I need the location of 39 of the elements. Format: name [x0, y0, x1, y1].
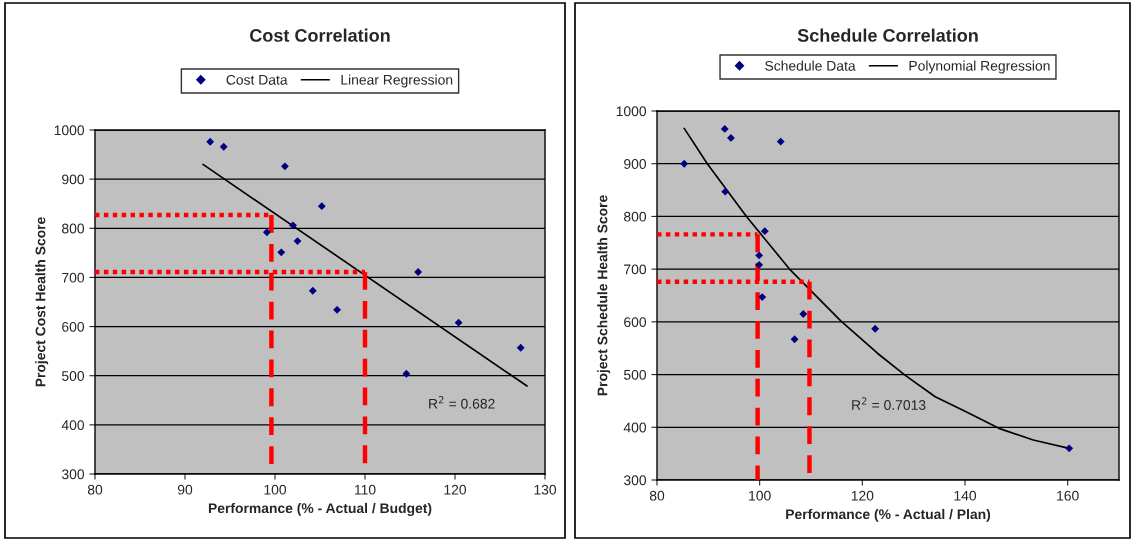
- y-tick-label: 700: [624, 264, 647, 275]
- y-axis-title: Project Cost Health Score: [35, 217, 49, 387]
- legend-label: Linear Regression: [341, 74, 453, 88]
- legend-label: Schedule Data: [765, 60, 856, 71]
- y-tick-label: 500: [623, 369, 647, 380]
- x-tick-label: 120: [444, 484, 467, 495]
- y-tick-label: 600: [624, 317, 647, 328]
- y-tick-label: 400: [61, 420, 85, 431]
- x-tick-label: 100: [264, 484, 287, 495]
- annotation: R$^{2}$ = 0.7013: [852, 397, 926, 410]
- x-axis-title: Performance (% - Actual / Budget): [208, 502, 432, 516]
- x-tick-label: 90: [177, 484, 193, 495]
- x-tick-label: 140: [954, 490, 977, 501]
- y-tick-label: 500: [61, 371, 85, 381]
- y-tick-label: 300: [623, 475, 647, 486]
- y-tick-label: 800: [62, 223, 85, 234]
- y-tick-label: 900: [624, 159, 647, 169]
- y-tick-label: 1000: [54, 125, 85, 136]
- y-tick-label: 300: [61, 469, 85, 480]
- y-tick-label: 900: [62, 174, 85, 185]
- chart-title: Schedule Correlation: [797, 28, 978, 42]
- x-tick-label: 80: [87, 484, 103, 495]
- x-tick-label: 160: [1057, 490, 1079, 501]
- x-tick-label: 130: [534, 484, 557, 495]
- y-tick-label: 1000: [616, 106, 647, 117]
- x-tick-label: 80: [649, 490, 665, 501]
- y-tick-label: 600: [62, 321, 85, 332]
- y-tick-label: 700: [62, 272, 85, 283]
- x-axis-title: Performance (% - Actual / Plan): [786, 508, 991, 522]
- chart-title: Cost Correlation: [250, 28, 390, 42]
- annotation: R$^{2}$ = 0.682: [429, 396, 495, 409]
- y-tick-label: 800: [624, 211, 647, 222]
- x-tick-label: 100: [749, 490, 771, 501]
- y-axis-title: Project Schedule Health Score: [597, 195, 611, 396]
- y-tick-label: 400: [623, 422, 647, 433]
- x-tick-label: 110: [354, 484, 376, 495]
- legend-label: Polynomial Regression: [909, 60, 1050, 74]
- legend-label: Cost Data: [226, 74, 288, 85]
- x-tick-label: 120: [851, 490, 874, 501]
